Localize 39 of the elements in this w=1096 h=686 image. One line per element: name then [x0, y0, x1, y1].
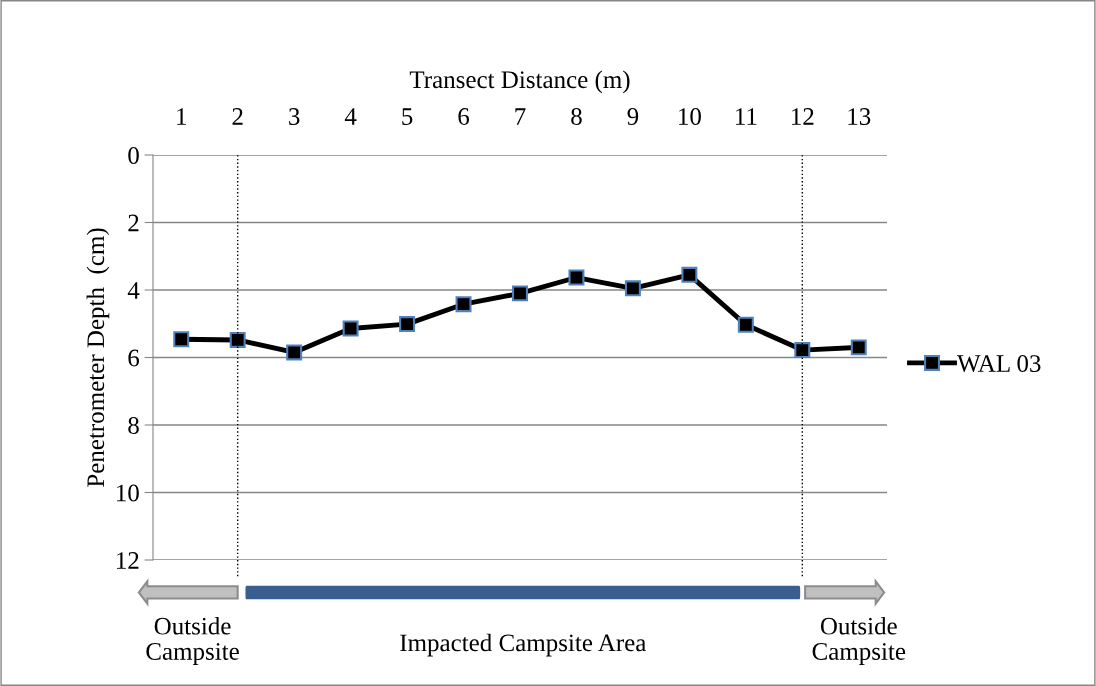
point	[286, 344, 303, 361]
x-tick-label: 5	[402, 108, 413, 125]
x-tick-label: 13	[848, 108, 871, 125]
point	[850, 339, 867, 356]
point	[681, 266, 698, 283]
point	[399, 316, 416, 333]
text: Impacted Campsite Area	[400, 633, 647, 657]
point	[568, 269, 585, 286]
x-tick-label: 3	[289, 108, 300, 125]
x-tick-label: 6	[458, 108, 470, 125]
y-tick-label: 6	[128, 349, 140, 367]
x-axis-title: Transect Distance (m)	[409, 70, 630, 94]
point	[455, 296, 472, 313]
x-tick-label: 9	[627, 108, 639, 125]
y-tick-label: 10	[117, 484, 139, 502]
point	[342, 320, 359, 337]
text: Outside Campsite	[146, 617, 239, 665]
point	[737, 316, 754, 333]
x-tick-label: 4	[344, 108, 357, 125]
y-tick-label: 4	[127, 282, 140, 299]
point	[512, 285, 528, 302]
x-tick-label: 7	[515, 108, 526, 125]
point	[794, 342, 811, 359]
y-axis-title: Penetrometer Depth (cm)	[86, 228, 110, 487]
legend-label: WAL 03	[957, 355, 1041, 373]
x-tick-label: 8	[571, 108, 582, 125]
point	[229, 331, 246, 348]
text: Outside Campsite	[812, 617, 906, 665]
y-tick-label: 0	[128, 147, 139, 164]
y-tick-label: 2	[128, 214, 139, 232]
x-tick-label: 10	[679, 108, 701, 125]
x-tick-label: 12	[792, 108, 814, 125]
point	[173, 331, 190, 348]
x-tick-label: 1	[177, 108, 186, 125]
y-tick-label: 8	[128, 417, 139, 434]
x-tick-label: 2	[232, 108, 243, 125]
point	[624, 280, 641, 297]
x-tick-label: 11	[736, 108, 757, 125]
y-tick-label: 12	[117, 552, 139, 569]
